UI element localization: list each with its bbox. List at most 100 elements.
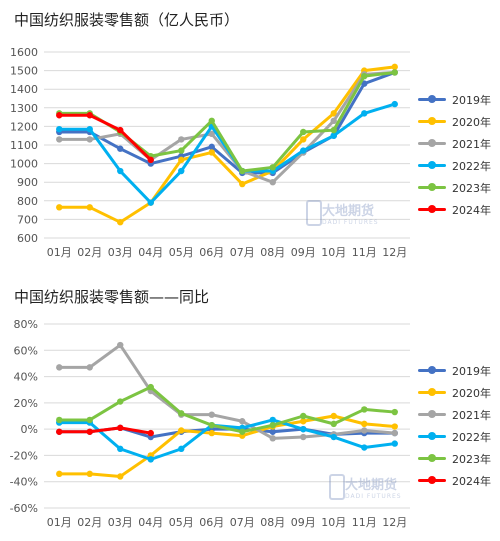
data-point — [361, 427, 368, 434]
data-point — [117, 341, 124, 349]
data-point — [300, 418, 307, 425]
data-point — [330, 126, 337, 134]
x-tick-label: 02月 — [77, 246, 102, 259]
legend-marker — [428, 454, 436, 462]
chart-plot-area: 600 700 800 900 1000 1100 1200 1300 1400 1500 1600… — [10, 46, 410, 259]
series-line — [57, 414, 397, 478]
data-point — [178, 410, 185, 417]
data-point — [208, 411, 215, 418]
legend-item: 2023年 — [418, 180, 498, 195]
legend-item: 2019年 — [418, 363, 498, 378]
data-point — [147, 429, 154, 437]
x-tick-label: 12月 — [382, 246, 407, 259]
legend-item: 2020年 — [418, 385, 498, 400]
data-point — [239, 418, 246, 425]
data-point — [391, 100, 398, 108]
legend-marker — [428, 183, 436, 191]
chart-title: 中国纺织服装零售额——同比 — [14, 288, 210, 306]
watermark-logo-icon — [306, 200, 322, 226]
legend-label: 2024年 — [452, 204, 491, 217]
x-tick-label: 03月 — [108, 516, 133, 529]
data-point — [330, 433, 337, 441]
data-point — [269, 179, 276, 186]
data-point — [86, 416, 93, 424]
data-point — [391, 63, 398, 71]
x-tick-label: 05月 — [169, 516, 194, 529]
data-point — [178, 136, 185, 143]
x-tick-label: 10月 — [321, 246, 346, 259]
data-point — [178, 156, 185, 164]
data-point — [300, 147, 307, 154]
legend-marker — [428, 366, 436, 374]
series-line — [57, 65, 397, 224]
legend-marker — [428, 139, 436, 147]
legend-marker — [428, 205, 436, 213]
y-tick-label: 700 — [17, 213, 38, 226]
y-tick-label: 40% — [14, 371, 38, 384]
data-point — [239, 180, 246, 188]
watermark-logo-icon — [329, 474, 345, 500]
data-point — [361, 444, 368, 451]
chart-plot-area: -60% -40% -20% 0% 20% 40% 60% 80% 01月 02月 03月 04月 05… — [10, 318, 410, 529]
data-point — [208, 130, 215, 138]
data-point — [147, 156, 154, 164]
legend-marker — [428, 388, 436, 396]
legend-marker — [428, 117, 436, 125]
series-line — [57, 70, 397, 175]
legend-item: 2020年 — [418, 114, 498, 129]
data-point — [208, 143, 215, 151]
series-line — [57, 418, 397, 461]
data-point — [208, 117, 215, 125]
x-tick-label: 07月 — [230, 516, 255, 529]
watermark: 大地期货 DADI FUTURES — [329, 474, 402, 500]
y-tick-label: 1500 — [10, 65, 38, 78]
x-tick-label: 06月 — [199, 516, 224, 529]
data-point — [117, 473, 124, 480]
data-point — [269, 164, 276, 171]
data-point — [56, 125, 63, 133]
y-tick-label: 800 — [17, 195, 38, 208]
x-tick-label: 11月 — [352, 516, 377, 529]
data-point — [117, 424, 124, 432]
x-tick-label: 05月 — [169, 246, 194, 259]
y-tick-label: 1000 — [10, 158, 38, 171]
legend-marker — [428, 161, 436, 169]
data-point — [391, 429, 398, 437]
legend-label: 2023年 — [452, 453, 491, 466]
watermark-text: 大地期货 — [345, 478, 398, 493]
x-tick-label: 09月 — [291, 246, 316, 259]
watermark-text: 大地期货 — [322, 204, 375, 219]
x-tick-label: 12月 — [382, 516, 407, 529]
data-point — [300, 412, 307, 420]
series-line — [57, 426, 153, 435]
legend-item: 2024年 — [418, 202, 498, 217]
data-point — [361, 72, 368, 80]
data-point — [86, 136, 93, 143]
data-point — [147, 383, 154, 391]
chart-yoy: 中国纺织服装零售额——同比 -60% -40% -20% 0% 20% 40% 60% 80%… — [0, 276, 500, 541]
y-tick-label: 80% — [14, 318, 38, 331]
legend-label: 2022年 — [452, 431, 491, 444]
data-point — [117, 145, 124, 152]
legend-item: 2024年 — [418, 473, 498, 488]
data-point — [361, 420, 368, 428]
y-tick-label: 20% — [14, 397, 38, 410]
legend-label: 2023年 — [452, 182, 491, 195]
x-tick-label: 01月 — [47, 246, 72, 259]
x-tick-label: 09月 — [291, 516, 316, 529]
data-point — [330, 412, 337, 420]
data-point — [178, 445, 185, 453]
data-point — [178, 167, 185, 175]
data-point — [361, 110, 368, 117]
data-point — [117, 445, 124, 453]
data-point — [86, 112, 93, 119]
legend-item: 2023年 — [418, 451, 498, 466]
data-point — [300, 136, 307, 143]
data-point — [86, 204, 93, 211]
watermark: 大地期货 DADI FUTURES — [306, 200, 379, 226]
data-point — [391, 69, 398, 76]
legend-item: 2022年 — [418, 158, 498, 173]
series-line — [57, 385, 397, 434]
data-point — [86, 364, 93, 371]
data-point — [391, 408, 398, 416]
